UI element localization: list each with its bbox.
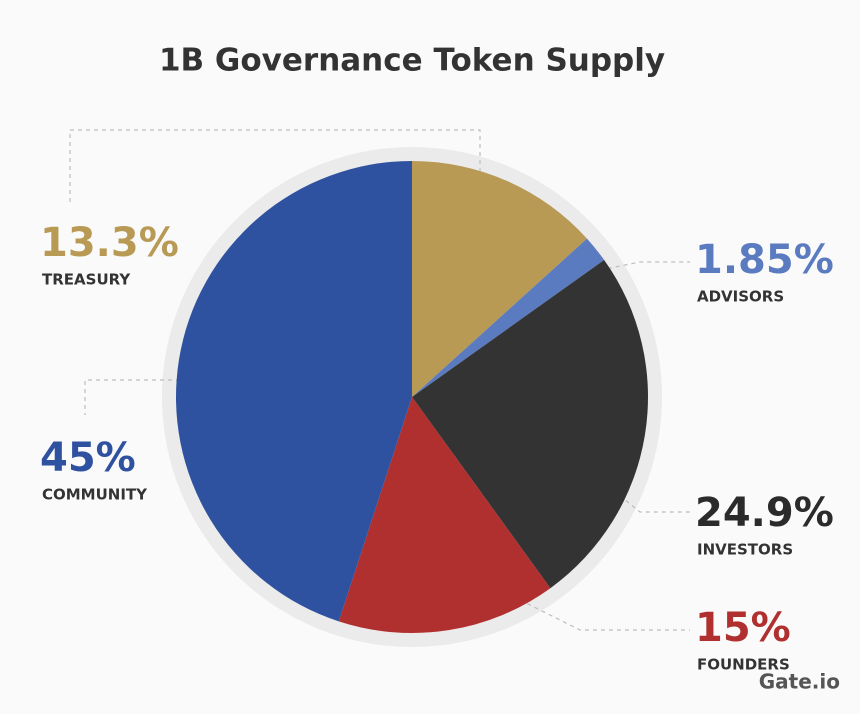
chart-title: 1B Governance Token Supply bbox=[159, 43, 665, 79]
pie-slice bbox=[412, 238, 605, 397]
value-label: 45% bbox=[40, 435, 136, 481]
pie-slice bbox=[176, 161, 412, 622]
category-label: INVESTORS bbox=[697, 541, 793, 559]
pie-slice bbox=[412, 161, 587, 397]
value-label: 15% bbox=[695, 605, 791, 651]
category-label: TREASURY bbox=[42, 271, 131, 289]
leader-line bbox=[69, 129, 481, 220]
pie bbox=[176, 161, 648, 633]
value-label: 13.3% bbox=[40, 220, 179, 266]
category-label: COMMUNITY bbox=[42, 486, 148, 504]
leader-line bbox=[569, 454, 690, 513]
brand-logo: Gate.io bbox=[759, 670, 840, 694]
value-label: 24.9% bbox=[695, 490, 834, 536]
pie-slice bbox=[412, 259, 648, 589]
leader-line bbox=[599, 261, 690, 271]
value-label: 1.85% bbox=[695, 237, 834, 283]
category-label: FOUNDERS bbox=[697, 656, 790, 674]
category-label: ADVISORS bbox=[697, 288, 784, 306]
pie-slice bbox=[338, 397, 551, 633]
